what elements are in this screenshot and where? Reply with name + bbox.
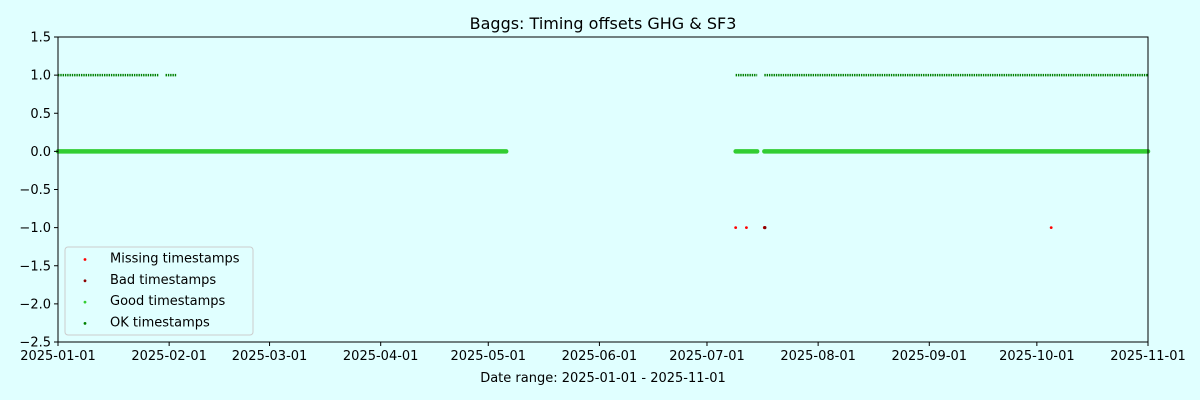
y-tick-label: −1.0: [19, 221, 51, 236]
bad-timestamp-point: [763, 226, 767, 230]
y-tick-label: 0.5: [30, 107, 51, 122]
x-tick-label: 2025-10-01: [999, 349, 1075, 364]
x-tick-label: 2025-03-01: [232, 349, 308, 364]
x-tick-label: 2025-08-01: [780, 349, 856, 364]
x-tick-label: 2025-06-01: [562, 349, 638, 364]
y-tick-label: −2.5: [19, 336, 51, 351]
y-tick-label: −0.5: [19, 183, 51, 198]
legend-label: Bad timestamps: [110, 273, 216, 288]
x-tick-label: 2025-02-01: [131, 349, 207, 364]
legend-marker: [83, 300, 87, 304]
legend-marker: [83, 258, 87, 261]
missing-timestamp-point: [745, 226, 748, 230]
y-tick-label: −1.5: [19, 259, 51, 274]
x-tick-label: 2025-04-01: [343, 349, 419, 364]
legend: Missing timestamps Bad timestamps Good tim…: [64, 246, 254, 336]
y-tick-label: 1.0: [30, 69, 51, 84]
x-tick-label: 2025-05-01: [450, 349, 526, 364]
x-tick-label: 2025-09-01: [892, 349, 968, 364]
y-tick-label: −2.0: [19, 297, 51, 312]
x-tick-label: 2025-01-01: [20, 349, 96, 364]
legend-label: Good timestamps: [110, 294, 225, 309]
x-axis: 2025-01-01 2025-02-01 2025-03-01 2025-04-01…: [20, 342, 1186, 364]
x-tick-label: 2025-11-01: [1110, 349, 1186, 364]
data-marks: [55, 73, 1151, 230]
legend-marker: [83, 322, 87, 325]
legend-frame: [64, 246, 254, 336]
y-tick-label: 1.5: [30, 31, 51, 46]
legend-label: Missing timestamps: [110, 252, 240, 267]
x-tick-label: 2025-07-01: [669, 349, 745, 364]
legend-marker: [83, 279, 87, 283]
legend-label: OK timestamps: [110, 315, 210, 330]
y-axis: 1.5 1.0 0.5 0.0 −0.5 −1.0 −1.5 −2.0 −2.5: [19, 31, 58, 351]
x-axis-label: Date range: 2025-01-01 - 2025-11-01: [480, 371, 726, 386]
y-tick-label: 0.0: [30, 145, 51, 160]
missing-timestamp-point: [1049, 226, 1053, 230]
chart-title: Baggs: Timing offsets GHG & SF3: [470, 14, 737, 33]
missing-timestamp-point: [734, 226, 738, 230]
